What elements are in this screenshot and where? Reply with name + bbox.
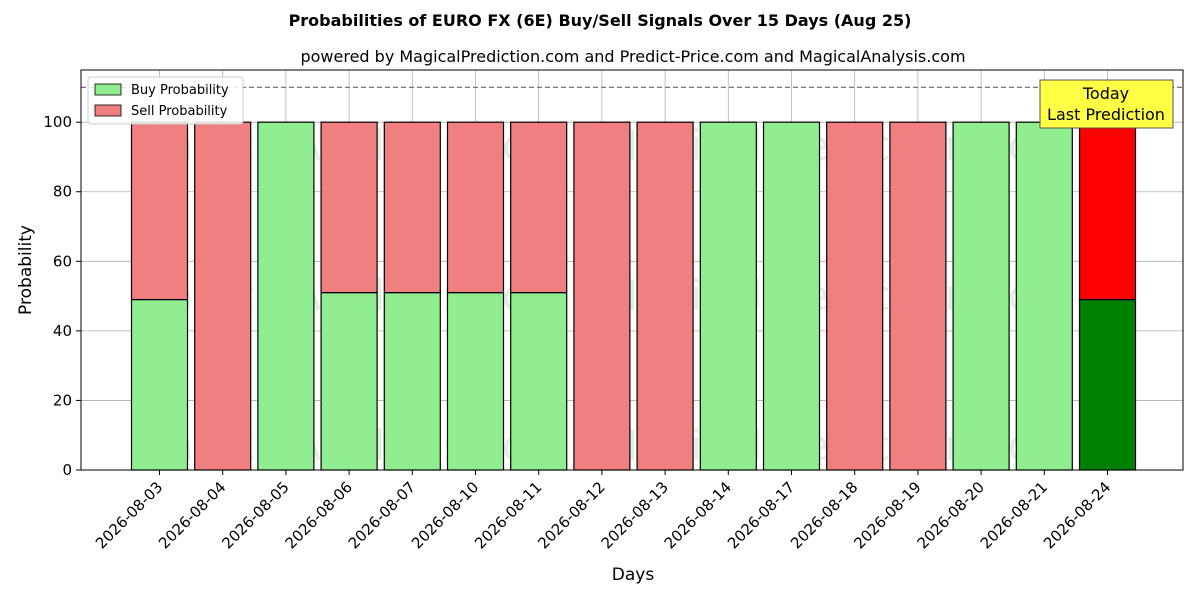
- bars-layer: [130, 121, 1137, 471]
- buy-bar-2026-08-17: [762, 121, 821, 471]
- buy-bar-2026-08-20: [952, 121, 1010, 471]
- buy-bar-2026-08-03: [130, 298, 189, 471]
- sell-bar-2026-08-12: [573, 121, 631, 471]
- x-tick-label: 2026-08-11: [471, 478, 545, 552]
- y-tick-label: 20: [53, 391, 72, 409]
- annotation-line-1: Today: [1082, 84, 1129, 103]
- today-annotation: Today Last Prediction: [1039, 79, 1174, 129]
- sell-bar-2026-08-10: [446, 121, 505, 294]
- sell-bar-2026-08-06: [320, 121, 378, 294]
- annotation-line-2: Last Prediction: [1047, 105, 1165, 124]
- buy-bar-2026-08-14: [699, 121, 757, 471]
- sell-bar-2026-08-04: [194, 121, 252, 471]
- chart-title: Probabilities of EURO FX (6E) Buy/Sell S…: [289, 11, 912, 30]
- plot-frame: [80, 69, 1184, 471]
- chart-subtitle: powered by MagicalPrediction.com and Pre…: [300, 47, 965, 66]
- legend-swatch-buy: [94, 83, 122, 96]
- buy-bar-2026-08-11: [510, 292, 568, 471]
- x-ticks: 2026-08-032026-08-042026-08-052026-08-06…: [92, 470, 1114, 552]
- x-tick-label: 2026-08-12: [534, 478, 608, 552]
- sell-bar-2026-08-19: [889, 121, 947, 471]
- y-tick-label: 100: [43, 113, 72, 131]
- legend: Buy Probability Sell Probability: [87, 76, 244, 125]
- x-tick-label: 2026-08-13: [598, 478, 672, 552]
- buy-bar-2026-08-24: [1078, 298, 1137, 471]
- x-tick-label: 2026-08-21: [977, 478, 1051, 552]
- y-tick-label: 60: [53, 252, 72, 270]
- y-tick-label: 40: [53, 322, 72, 340]
- x-tick-label: 2026-08-18: [787, 478, 861, 552]
- x-tick-label: 2026-08-14: [661, 478, 735, 552]
- buy-bar-2026-08-06: [320, 292, 378, 471]
- x-tick-label: 2026-08-20: [914, 478, 988, 552]
- x-tick-label: 2026-08-04: [155, 478, 229, 552]
- x-axis-label: Days: [612, 565, 655, 585]
- x-tick-label: 2026-08-10: [408, 478, 482, 552]
- x-tick-label: 2026-08-03: [92, 478, 166, 552]
- sell-bar-2026-08-18: [826, 121, 884, 471]
- y-tick-label: 0: [62, 461, 72, 479]
- x-tick-label: 2026-08-05: [218, 478, 292, 552]
- sell-bar-2026-08-03: [130, 121, 189, 301]
- buy-bar-2026-08-21: [1015, 121, 1073, 471]
- buy-bar-2026-08-05: [257, 121, 315, 471]
- buy-bar-2026-08-10: [446, 292, 505, 471]
- buy-bar-2026-08-07: [383, 292, 441, 471]
- y-axis-label: Probability: [16, 225, 36, 315]
- annotation-box: [1039, 79, 1174, 129]
- sell-bar-2026-08-07: [383, 121, 441, 294]
- x-tick-label: 2026-08-07: [345, 478, 419, 552]
- legend-swatch-sell: [94, 104, 122, 117]
- legend-label-sell: Sell Probability: [131, 104, 228, 119]
- y-tick-label: 80: [53, 183, 72, 201]
- x-tick-label: 2026-08-24: [1040, 478, 1114, 552]
- x-tick-label: 2026-08-17: [724, 478, 798, 552]
- sell-bar-2026-08-13: [636, 121, 694, 471]
- sell-bar-2026-08-11: [510, 121, 568, 294]
- legend-label-buy: Buy Probability: [131, 83, 229, 98]
- legend-box: [87, 76, 244, 125]
- sell-bar-2026-08-24: [1078, 121, 1137, 301]
- x-tick-label: 2026-08-06: [282, 478, 356, 552]
- y-ticks: 0 20 40 60 80 100: [43, 113, 81, 479]
- x-tick-label: 2026-08-19: [850, 478, 924, 552]
